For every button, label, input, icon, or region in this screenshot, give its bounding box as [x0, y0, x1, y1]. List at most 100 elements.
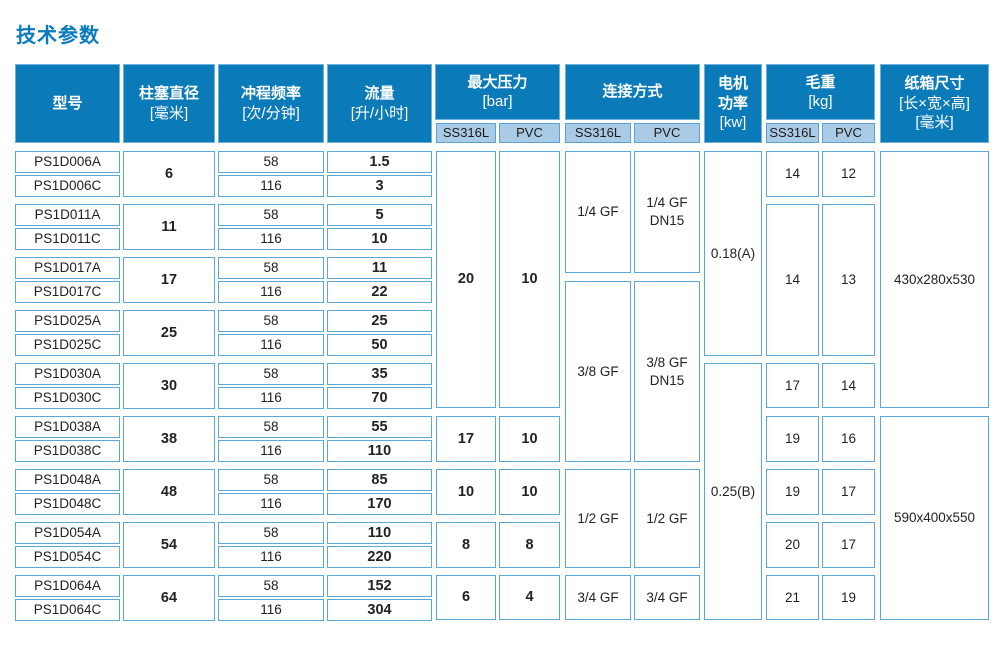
model-cell: PS1D006C [15, 175, 120, 197]
model-cell-text: PS1D017A [34, 259, 101, 277]
plunger-cell-line: 17 [160, 271, 178, 288]
stroke-cell-line: 116 [260, 549, 282, 565]
plunger-cell-line: 54 [160, 536, 178, 553]
motor-cell-text: 0.18(A) [711, 245, 755, 263]
weight-pvc-cell-line: 19 [840, 589, 857, 605]
flow-cell: 10 [327, 228, 432, 250]
pressure-pvc-cell-line: 4 [525, 589, 534, 606]
stroke-cell: 116 [218, 599, 324, 621]
header-flow: 流量 [升/小时] [327, 64, 432, 143]
header-weight-text: 毛重 [kg] [805, 73, 835, 112]
stroke-cell: 116 [218, 546, 324, 568]
model-cell-text: PS1D006C [34, 177, 102, 195]
weight-ss-cell-text: 14 [785, 165, 800, 183]
sub-weight-ss: SS316L [766, 123, 819, 143]
model-cell-line: PS1D048C [33, 496, 102, 512]
weight-ss-cell: 19 [766, 469, 819, 515]
stroke-cell-line: 116 [260, 390, 282, 406]
flow-cell-line: 10 [371, 230, 388, 247]
weight-ss-cell-line: 17 [784, 377, 801, 393]
flow-cell: 170 [327, 493, 432, 515]
model-cell-line: PS1D064A [34, 578, 101, 594]
model-cell-line: PS1D054A [34, 525, 101, 541]
weight-pvc-cell: 17 [822, 522, 875, 568]
motor-cell-text: 0.25(B) [711, 483, 755, 501]
plunger-cell-line: 6 [164, 165, 174, 182]
model-cell: PS1D025A [15, 310, 120, 332]
flow-cell: 85 [327, 469, 432, 491]
weight-ss-cell-line: 14 [784, 272, 801, 288]
plunger-cell: 38 [123, 416, 215, 462]
weight-ss-cell: 21 [766, 575, 819, 620]
connection-pvc-cell-line: 3/4 GF [646, 589, 688, 605]
motor-cell-line: 0.18(A) [710, 245, 756, 261]
model-cell-text: PS1D064A [34, 577, 101, 595]
model-cell: PS1D025C [15, 334, 120, 356]
plunger-cell-line: 48 [160, 483, 178, 500]
page-title: 技术参数 [16, 23, 100, 47]
weight-pvc-cell-text: 19 [841, 589, 856, 607]
sub-pressure-ss-line: SS316L [442, 124, 490, 140]
flow-cell: 220 [327, 546, 432, 568]
stroke-cell-line: 116 [260, 443, 282, 459]
flow-cell-text: 10 [371, 230, 387, 249]
weight-ss-cell-text: 21 [785, 589, 800, 607]
flow-cell-line: 11 [371, 259, 388, 276]
connection-pvc-cell: 3/4 GF [634, 575, 700, 620]
weight-ss-cell-text: 19 [785, 483, 800, 501]
model-cell-text: PS1D038C [34, 442, 102, 460]
pressure-pvc-cell-text: 4 [525, 588, 533, 607]
header-stroke: 冲程频率 [次/分钟] [218, 64, 324, 143]
stroke-cell: 116 [218, 440, 324, 462]
stroke-cell-text: 116 [260, 283, 282, 301]
plunger-cell-text: 11 [161, 218, 176, 237]
sub-connection-pvc-line: PVC [653, 124, 681, 140]
model-cell: PS1D030C [15, 387, 120, 409]
connection-ss-cell-line: 1/4 GF [577, 204, 619, 220]
sub-pressure-pvc-line: PVC [516, 124, 543, 140]
plunger-cell: 30 [123, 363, 215, 409]
stroke-cell: 58 [218, 151, 324, 173]
model-cell-text: PS1D011A [35, 206, 101, 224]
pressure-ss-cell: 6 [436, 575, 496, 620]
header-stroke-line: [次/分钟] [242, 104, 300, 122]
weight-ss-cell: 17 [766, 363, 819, 408]
stroke-cell: 58 [218, 257, 324, 279]
stroke-cell-text: 58 [263, 259, 278, 277]
plunger-cell: 25 [123, 310, 215, 356]
model-cell-line: PS1D017A [34, 260, 101, 276]
model-cell-text: PS1D030C [34, 389, 102, 407]
flow-cell-line: 5 [375, 206, 384, 223]
plunger-cell-text: 48 [161, 483, 177, 502]
stroke-cell: 58 [218, 522, 324, 544]
weight-ss-cell-line: 21 [784, 589, 801, 605]
stroke-cell-text: 58 [263, 312, 278, 330]
flow-cell-line: 304 [367, 601, 392, 618]
stroke-cell-line: 58 [263, 313, 279, 329]
connection-pvc-cell: 1/2 GF [634, 469, 700, 568]
stroke-cell-line: 116 [260, 178, 282, 194]
header-flow-line: 流量 [364, 85, 395, 102]
pressure-pvc-cell-text: 8 [525, 536, 533, 555]
pressure-pvc-cell: 4 [499, 575, 560, 620]
weight-ss-cell: 14 [766, 151, 819, 197]
connection-ss-cell-text: 3/8 GF [577, 363, 618, 381]
pressure-pvc-cell: 8 [499, 522, 560, 568]
flow-cell: 5 [327, 204, 432, 226]
stroke-cell-text: 116 [260, 601, 282, 619]
weight-ss-cell-line: 14 [784, 166, 801, 182]
connection-pvc-cell-line: 1/2 GF [646, 510, 688, 526]
sub-connection-ss-text: SS316L [575, 125, 621, 142]
pressure-pvc-cell-line: 10 [521, 483, 538, 500]
weight-ss-cell-text: 20 [785, 536, 800, 554]
model-cell-text: PS1D038A [34, 418, 101, 436]
header-pressure-text: 最大压力 [bar] [467, 73, 527, 112]
weight-pvc-cell: 13 [822, 204, 875, 356]
weight-pvc-cell-line: 16 [840, 431, 857, 447]
connection-pvc-cell: 1/4 GF DN15 [634, 151, 700, 273]
model-cell-line: PS1D025A [34, 313, 101, 329]
weight-ss-cell-text: 19 [785, 430, 800, 448]
header-connection-line: 连接方式 [602, 83, 663, 101]
model-cell: PS1D017A [15, 257, 120, 279]
motor-cell-line: 0.25(B) [710, 483, 756, 499]
